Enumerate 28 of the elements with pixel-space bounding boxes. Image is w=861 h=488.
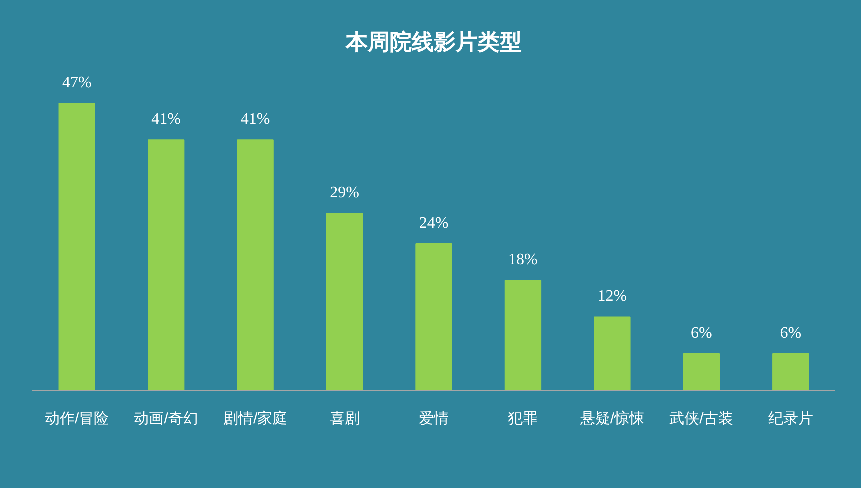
x-tick-label: 动作/冒险	[45, 410, 110, 428]
data-label: 29%	[330, 184, 360, 202]
bar	[504, 280, 542, 390]
x-tick-label: 纪录片	[768, 410, 814, 428]
x-tick-label: 喜剧	[330, 410, 360, 428]
x-tick-label: 剧情/家庭	[223, 410, 288, 428]
data-label: 41%	[152, 111, 181, 128]
bar	[237, 140, 274, 390]
bar	[594, 316, 631, 390]
data-label: 18%	[508, 252, 538, 269]
bar	[326, 212, 364, 390]
bar	[416, 243, 452, 390]
data-label: 6%	[780, 324, 802, 342]
bar	[772, 353, 810, 390]
data-label: 6%	[691, 324, 712, 342]
x-tick-label: 武侠/古装	[670, 410, 734, 428]
data-label: 24%	[419, 214, 449, 232]
chart-title: 本周院线影片类型	[345, 30, 522, 56]
bar	[683, 353, 720, 390]
bar	[148, 140, 185, 390]
bar	[58, 103, 96, 390]
x-tick-label: 犯罪	[508, 410, 538, 428]
x-tick-label: 悬疑/惊悚	[579, 410, 645, 428]
data-label: 41%	[240, 111, 270, 128]
data-label: 47%	[62, 74, 92, 92]
data-label: 12%	[598, 288, 628, 306]
x-tick-label: 动画/奇幻	[134, 410, 198, 428]
x-tick-label: 爱情	[419, 410, 449, 428]
